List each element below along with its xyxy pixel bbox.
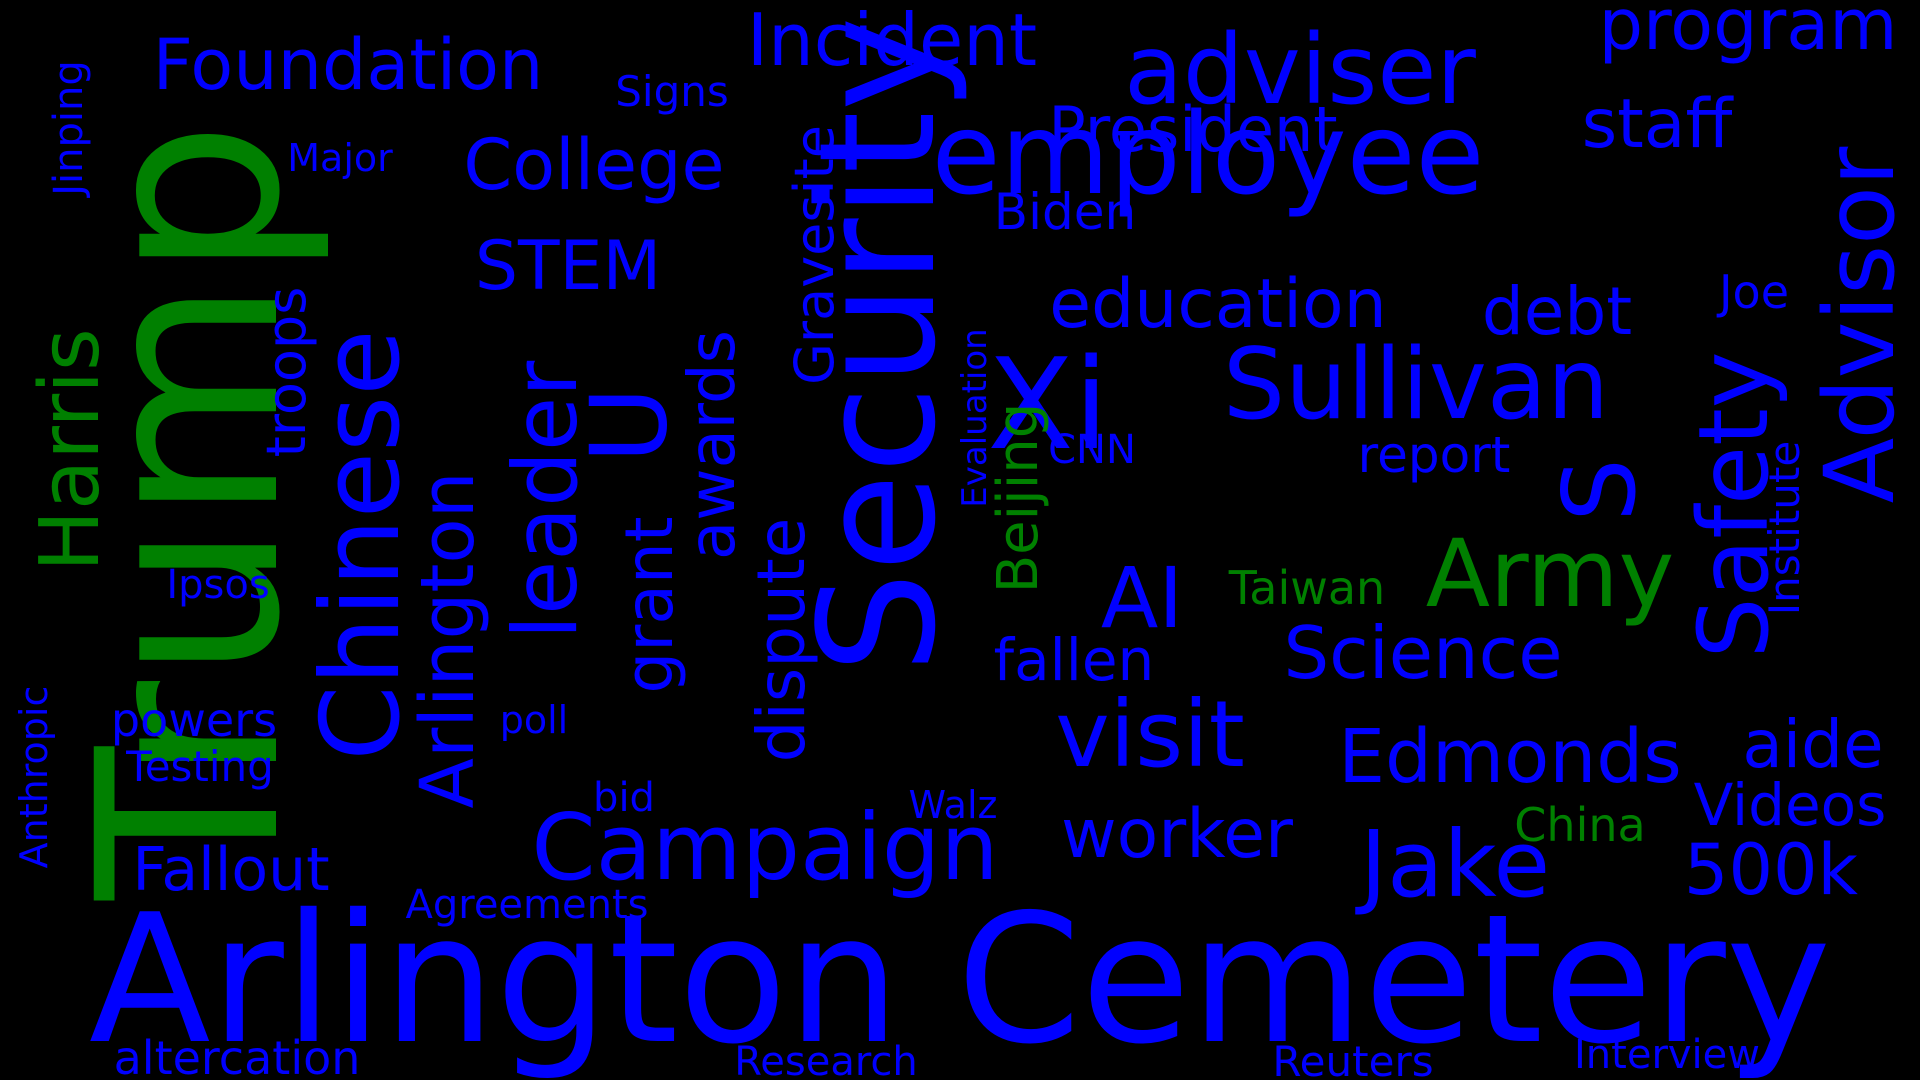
word-campaign: Campaign [531, 794, 999, 901]
word-biden: Biden [993, 183, 1137, 241]
word-debt: debt [1481, 273, 1633, 350]
word-signs: Signs [615, 67, 729, 116]
word-grant: grant [611, 516, 688, 694]
word-president: President [1048, 93, 1338, 166]
word-visit: visit [1055, 681, 1245, 788]
word-college: College [463, 124, 725, 206]
word-powers: powers [110, 693, 278, 747]
word-adviser: adviser [1124, 14, 1476, 126]
word-china: China [1514, 798, 1646, 852]
word-dispute: dispute [743, 517, 820, 763]
word-walz: Walz [908, 783, 998, 827]
word-500k: 500k [1683, 829, 1859, 911]
word-advisor: Advisor [1804, 146, 1916, 504]
word-research: Research [734, 1039, 918, 1080]
word-altercation: altercation [113, 1031, 361, 1080]
word-anthropic: Anthropic [12, 685, 56, 869]
word-army: Army [1425, 520, 1675, 629]
word-xi: Xi [987, 331, 1109, 478]
word-jake: Jake [1359, 811, 1551, 918]
word-stem: STEM [474, 227, 662, 306]
word-agreements: Agreements [405, 882, 649, 928]
word-program: program [1598, 0, 1898, 66]
word-gravesite: Gravesite [783, 125, 846, 385]
word-chinese: Chinese [299, 329, 424, 761]
word-fallout: Fallout [132, 835, 330, 905]
word-cnn: CNN [1048, 427, 1136, 473]
word-major: Major [287, 136, 393, 180]
word-beijing: Beijing [986, 402, 1051, 594]
word-worker: worker [1061, 795, 1293, 874]
word-bid: bid [593, 775, 655, 821]
word-arlington: Arlington [405, 471, 491, 809]
word-aide: aide [1742, 706, 1884, 783]
word-interview: Interview [1574, 1032, 1760, 1078]
word-evaluation: Evaluation [955, 328, 995, 508]
word-troops: troops [255, 286, 318, 458]
word-institute: Institute [1760, 440, 1809, 616]
word-ai: AI [1100, 549, 1184, 647]
word-s: S [1541, 458, 1658, 522]
word-sullivan: Sullivan [1222, 328, 1610, 442]
word-edmonds: Edmonds [1338, 714, 1682, 800]
word-employee: employee [931, 90, 1485, 220]
word-taiwan: Taiwan [1228, 561, 1386, 615]
word-u: U [568, 386, 691, 464]
word-arlington-cemetery: Arlington Cemetery [88, 876, 1832, 1080]
word-awards: awards [676, 330, 750, 560]
word-jinping: Jinping [46, 60, 92, 196]
word-report: report [1357, 426, 1511, 484]
word-staff: staff [1581, 85, 1733, 164]
word-testing: Testing [126, 742, 274, 791]
word-harris: Harris [23, 328, 118, 572]
word-joe: Joe [1718, 265, 1790, 319]
word-foundation: Foundation [152, 24, 544, 106]
word-reuters: Reuters [1272, 1037, 1434, 1080]
word-videos: Videos [1693, 771, 1887, 839]
word-incident: Incident [746, 0, 1038, 82]
word-science: Science [1283, 611, 1563, 695]
word-education: education [1049, 265, 1387, 344]
word-ipsos: Ipsos [166, 562, 270, 608]
word-fallen: fallen [993, 626, 1155, 694]
word-poll: poll [499, 698, 569, 742]
